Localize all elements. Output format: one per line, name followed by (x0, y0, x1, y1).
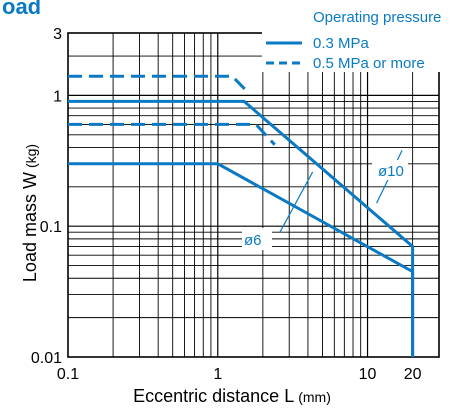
y-tick-label: 0.1 (40, 219, 62, 236)
x-tick-label: 0.1 (57, 366, 79, 383)
legend-title: Operating pressure (313, 9, 441, 26)
y-axis-label-unit: (kg) (23, 144, 39, 168)
x-tick-label: 20 (404, 366, 422, 383)
y-tick-label: 3 (53, 26, 62, 43)
x-axis-label-unit: (mm) (298, 389, 331, 405)
x-tick-label: 1 (213, 366, 222, 383)
label-d6: ø6 (244, 232, 262, 249)
y-tick-label: 1 (53, 88, 62, 105)
label-box-d10 (372, 160, 408, 180)
y-axis-label: Load mass W (kg) (20, 144, 40, 282)
chart-title: oad (2, 0, 41, 19)
label-leader-1 (279, 171, 314, 233)
series-line-2 (68, 162, 415, 357)
plot-frame (67, 32, 440, 358)
chart-series (68, 74, 415, 357)
tick-labels: 0.1 1 10 200.010.113 (31, 26, 422, 383)
chart-legend: Operating pressure 0.3 MPa 0.5 MPa or mo… (266, 9, 441, 72)
plot-border (67, 32, 440, 358)
curve-labels: ø10 ø6 (242, 150, 408, 250)
legend-label-0.3mpa: 0.3 MPa (313, 35, 370, 52)
x-axis-label-main: Eccentric distance L (133, 386, 294, 406)
label-d10: ø10 (378, 163, 404, 180)
chart-grid (68, 33, 439, 357)
legend-label-0.5mpa: 0.5 MPa or more (313, 55, 425, 72)
series-line-1 (68, 74, 250, 94)
x-axis-label: Eccentric distance L (mm) (133, 386, 331, 406)
label-box-d6 (242, 228, 272, 250)
y-tick-label: 0.01 (31, 350, 62, 367)
x-tick-label: 10 (359, 366, 377, 383)
y-axis-label-main: Load mass W (20, 172, 40, 282)
legend-background (262, 6, 447, 72)
